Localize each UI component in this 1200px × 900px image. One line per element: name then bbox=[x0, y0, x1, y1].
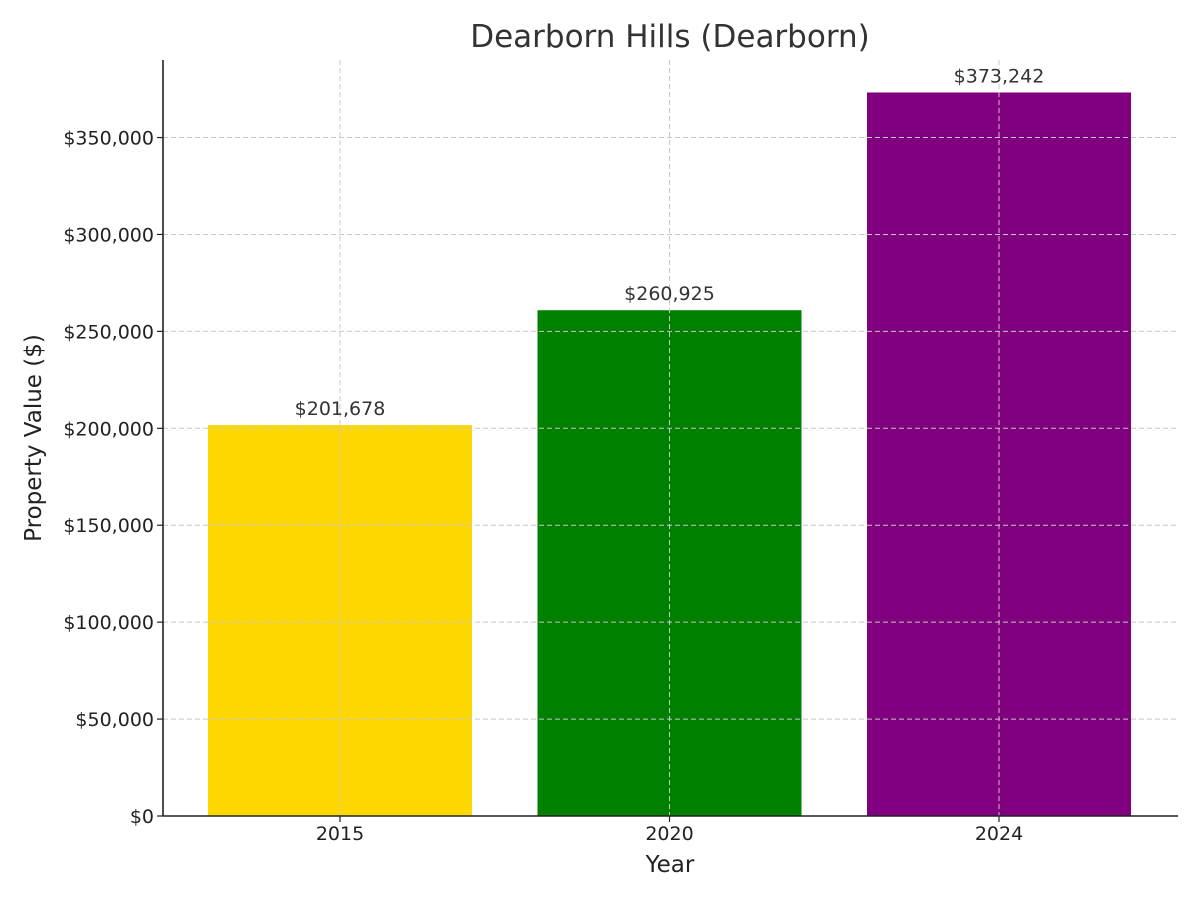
y-axis-label: Property Value ($) bbox=[21, 334, 47, 542]
y-tick-label: $200,000 bbox=[63, 418, 154, 440]
y-tick-label: $50,000 bbox=[75, 709, 154, 731]
y-ticks: $0 $50,000 $100,000 $150,000 $200,000 $250,00… bbox=[63, 128, 163, 828]
x-tick-label: 2020 bbox=[645, 823, 693, 845]
x-ticks: 2015 2020 2024 bbox=[316, 816, 1023, 845]
x-axis-label: Year bbox=[645, 852, 695, 878]
chart-title: Dearborn Hills (Dearborn) bbox=[470, 19, 870, 55]
y-tick-label: $100,000 bbox=[63, 612, 154, 634]
data-label: $201,678 bbox=[295, 398, 386, 420]
data-label: $260,925 bbox=[624, 283, 715, 305]
x-tick-label: 2024 bbox=[975, 823, 1023, 845]
y-tick-label: $250,000 bbox=[63, 321, 154, 343]
y-tick-label: $150,000 bbox=[63, 515, 154, 537]
data-label: $373,242 bbox=[954, 65, 1045, 87]
axes bbox=[162, 60, 1178, 817]
bar-2020 bbox=[537, 310, 802, 816]
grid bbox=[163, 60, 1178, 816]
y-tick-label: $300,000 bbox=[63, 224, 154, 246]
x-tick-label: 2015 bbox=[316, 823, 364, 845]
data-labels: $201,678 $260,925 $373,242 bbox=[295, 65, 1045, 420]
bars bbox=[208, 92, 1131, 816]
y-tick-label: $350,000 bbox=[63, 128, 154, 150]
y-tick-label: $0 bbox=[130, 806, 154, 828]
